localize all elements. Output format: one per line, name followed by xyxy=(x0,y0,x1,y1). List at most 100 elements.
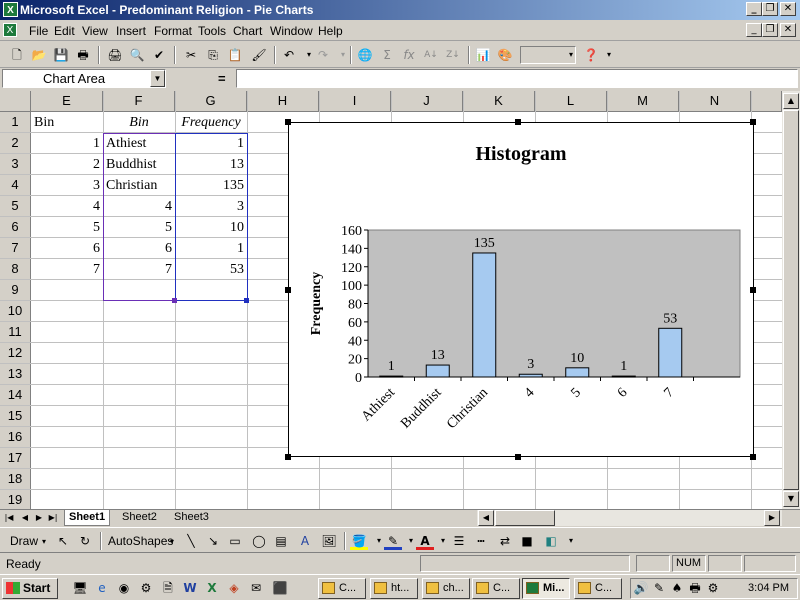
workbook-close-button[interactable]: ✕ xyxy=(780,23,796,37)
save-icon[interactable]: 💾 xyxy=(53,48,69,62)
taskbar-button[interactable]: C... xyxy=(318,578,366,599)
histogram-bar[interactable] xyxy=(379,375,404,378)
row-header[interactable]: 7 xyxy=(0,238,31,259)
print-icon[interactable]: 🖨 xyxy=(107,48,123,62)
show-desktop-icon[interactable]: 🖥 xyxy=(72,581,88,595)
row-header[interactable]: 12 xyxy=(0,343,31,364)
cell-f2[interactable]: Athiest xyxy=(106,136,147,151)
taskbar-button-excel[interactable]: Mi... xyxy=(522,578,570,599)
row-header[interactable]: 5 xyxy=(0,196,31,217)
cell-f1[interactable]: Bin xyxy=(129,115,149,130)
zoom-select[interactable]: ▾ xyxy=(520,46,576,64)
select-objects-icon[interactable]: ↖ xyxy=(57,534,69,548)
menu-view[interactable]: View xyxy=(82,24,108,38)
cell-f4[interactable]: Christian xyxy=(106,178,158,193)
last-sheet-icon[interactable]: ▶| xyxy=(48,513,58,522)
scroll-right-icon[interactable]: ▶ xyxy=(764,510,780,526)
chart-resize-handle[interactable] xyxy=(750,287,756,293)
histogram-bar[interactable] xyxy=(658,327,683,378)
column-header[interactable]: J xyxy=(391,91,463,112)
chart-wizard-icon[interactable]: 📊 xyxy=(475,48,491,62)
chart-area[interactable]: Histogram 0 20 40 60 80 100 120 140 160 Frequency… xyxy=(288,122,754,457)
sort-ascending-icon[interactable]: A↓ xyxy=(424,50,438,60)
tab-sheet1[interactable]: Sheet1 xyxy=(64,510,111,526)
histogram-bar[interactable] xyxy=(472,252,497,378)
row-header[interactable]: 9 xyxy=(0,280,31,301)
rectangle-icon[interactable]: ▭ xyxy=(229,534,241,548)
draw-dropdown-icon[interactable]: ▾ xyxy=(42,537,47,546)
range-handle[interactable] xyxy=(172,298,177,303)
tab-sheet3[interactable]: Sheet3 xyxy=(174,511,209,523)
new-icon[interactable]: 🗋 xyxy=(12,48,22,62)
select-all-corner[interactable] xyxy=(0,91,31,112)
undo-icon[interactable]: ↶ xyxy=(283,48,295,62)
open-icon[interactable]: 📂 xyxy=(31,48,47,62)
cell-e6[interactable]: 5 xyxy=(93,220,100,235)
row-header[interactable]: 8 xyxy=(0,259,31,280)
fill-color-dropdown-icon[interactable]: ▾ xyxy=(376,536,381,545)
row-header[interactable]: 1 xyxy=(0,112,31,133)
row-header[interactable]: 2 xyxy=(0,133,31,154)
cell-e1[interactable]: Bin xyxy=(34,115,55,130)
vertical-scrollbar[interactable]: ▲ ▼ xyxy=(782,91,800,509)
column-header[interactable]: I xyxy=(319,91,391,112)
menu-insert[interactable]: Insert xyxy=(116,24,147,38)
histogram-chart[interactable]: 020406080100120140160Frequency1Athiest13… xyxy=(289,123,753,456)
column-header[interactable]: L xyxy=(535,91,607,112)
cell-e2[interactable]: 1 xyxy=(93,136,100,151)
column-header[interactable]: N xyxy=(679,91,751,112)
horizontal-scrollbar[interactable]: ◀ ▶ xyxy=(477,510,782,526)
column-header[interactable]: E xyxy=(31,91,103,112)
cell-g6[interactable]: 10 xyxy=(230,220,244,235)
cell-g7[interactable]: 1 xyxy=(237,241,244,256)
tray-icon[interactable]: ⚙ xyxy=(707,581,719,595)
next-sheet-icon[interactable]: ▶ xyxy=(35,513,43,522)
autoshapes-menu-button[interactable]: AutoShapes xyxy=(108,534,174,548)
row-header[interactable]: 18 xyxy=(0,469,31,490)
wordart-icon[interactable]: A xyxy=(300,534,310,548)
menu-edit[interactable]: Edit xyxy=(54,24,75,38)
close-button[interactable]: ✕ xyxy=(780,2,796,16)
chart-title[interactable]: Histogram xyxy=(475,143,567,165)
workbook-minimize-button[interactable]: _ xyxy=(746,23,762,37)
chart-resize-handle[interactable] xyxy=(750,454,756,460)
cell-e5[interactable]: 4 xyxy=(93,199,100,214)
workbook-restore-button[interactable]: ❐ xyxy=(762,23,778,37)
chart-resize-handle[interactable] xyxy=(515,119,521,125)
cell-f8[interactable]: 7 xyxy=(165,262,172,277)
cell-f7[interactable]: 6 xyxy=(165,241,172,256)
row-header[interactable]: 16 xyxy=(0,427,31,448)
column-header[interactable]: M xyxy=(607,91,679,112)
quick-launch-icon[interactable]: ✉ xyxy=(250,581,262,595)
autosum-icon[interactable]: Σ xyxy=(383,48,391,62)
maximize-button[interactable]: ❐ xyxy=(762,2,778,16)
name-box-dropdown-icon[interactable]: ▼ xyxy=(150,70,165,87)
row-header[interactable]: 3 xyxy=(0,154,31,175)
row-header[interactable]: 17 xyxy=(0,448,31,469)
cell-g5[interactable]: 3 xyxy=(237,199,244,214)
menu-file[interactable]: File xyxy=(29,24,49,38)
first-sheet-icon[interactable]: |◀ xyxy=(4,513,14,522)
range-handle[interactable] xyxy=(244,298,249,303)
column-header[interactable] xyxy=(751,91,782,112)
cell-e4[interactable]: 3 xyxy=(93,178,100,193)
redo-icon[interactable]: ↷ xyxy=(317,48,329,62)
menu-tools[interactable]: Tools xyxy=(198,24,227,38)
quick-launch-icon[interactable]: 🗎 xyxy=(163,581,173,595)
row-header[interactable]: 4 xyxy=(0,175,31,196)
cell-g8[interactable]: 53 xyxy=(230,262,244,277)
start-button[interactable]: Start xyxy=(2,578,58,599)
cell-g1[interactable]: Frequency xyxy=(181,115,241,130)
3d-icon[interactable]: ◧ xyxy=(545,534,557,548)
line-color-icon[interactable]: ✎ xyxy=(384,532,402,550)
tab-sheet2[interactable]: Sheet2 xyxy=(122,511,157,523)
menu-help[interactable]: Help xyxy=(318,24,343,38)
taskbar-button[interactable]: ch... xyxy=(422,578,470,599)
fill-color-icon[interactable]: 🪣 xyxy=(350,534,368,550)
arrow-style-icon[interactable]: ⇄ xyxy=(499,534,511,548)
row-header[interactable]: 19 xyxy=(0,490,31,509)
line-icon[interactable]: ╲ xyxy=(187,534,195,548)
cell-e7[interactable]: 6 xyxy=(93,241,100,256)
text-box-icon[interactable]: ▤ xyxy=(275,534,287,548)
word-icon[interactable]: W xyxy=(183,581,197,595)
